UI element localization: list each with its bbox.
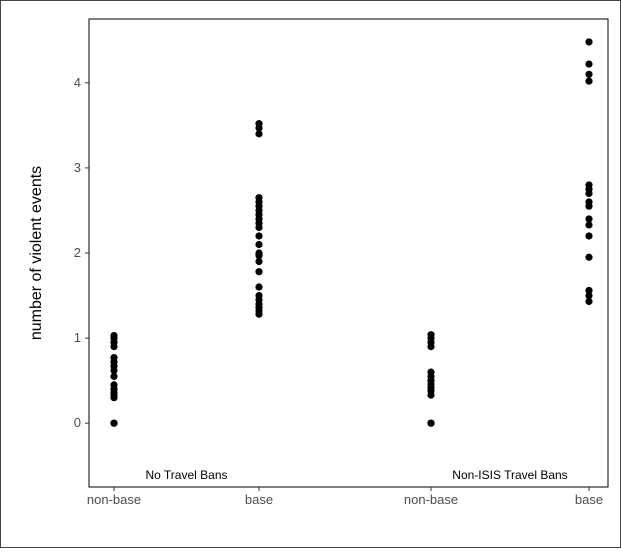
panel-label: No Travel Bans bbox=[145, 468, 227, 482]
y-axis: 0 1 2 3 4 bbox=[74, 75, 89, 430]
data-points bbox=[110, 38, 593, 427]
y-axis-title: number of violent events bbox=[28, 166, 45, 340]
data-point bbox=[585, 77, 593, 85]
data-point bbox=[255, 257, 263, 266]
data-point bbox=[585, 221, 593, 229]
data-point bbox=[585, 60, 593, 68]
data-point bbox=[110, 381, 118, 389]
data-point bbox=[255, 268, 263, 276]
data-point bbox=[585, 297, 593, 306]
data-point bbox=[585, 38, 593, 46]
data-point bbox=[255, 120, 263, 128]
data-point bbox=[585, 232, 593, 240]
data-point bbox=[585, 70, 593, 78]
x-tick-label: non-base bbox=[404, 492, 458, 507]
data-point bbox=[255, 240, 263, 249]
data-point bbox=[255, 249, 263, 257]
y-tick-label: 2 bbox=[74, 245, 81, 260]
y-tick-label: 3 bbox=[74, 160, 81, 175]
y-tick-label: 4 bbox=[74, 75, 81, 90]
data-point bbox=[585, 181, 593, 189]
data-point bbox=[427, 368, 435, 376]
y-tick-label: 1 bbox=[74, 330, 81, 345]
data-point bbox=[255, 283, 263, 291]
data-point bbox=[585, 286, 593, 295]
y-tick-label: 0 bbox=[74, 415, 81, 430]
x-tick-label: base bbox=[575, 492, 603, 507]
data-point bbox=[255, 291, 263, 300]
panel-label: Non-ISIS Travel Bans bbox=[452, 468, 567, 482]
x-tick-label: base bbox=[245, 492, 273, 507]
data-point bbox=[585, 253, 593, 261]
data-point bbox=[427, 331, 435, 339]
x-tick-label: non-base bbox=[87, 492, 141, 507]
data-point bbox=[585, 215, 593, 223]
data-point bbox=[585, 291, 593, 300]
x-axis: non-base base non-base base bbox=[87, 487, 603, 507]
data-point bbox=[110, 419, 118, 427]
data-point bbox=[110, 354, 118, 362]
data-point bbox=[427, 419, 435, 427]
panel-labels: No Travel Bans Non-ISIS Travel Bans bbox=[145, 468, 567, 482]
data-point bbox=[255, 130, 263, 138]
data-point bbox=[255, 232, 263, 240]
data-point bbox=[110, 372, 118, 380]
data-point bbox=[110, 331, 118, 340]
plot-panel-border bbox=[88, 18, 609, 488]
data-point bbox=[585, 198, 593, 206]
data-point bbox=[255, 194, 263, 202]
